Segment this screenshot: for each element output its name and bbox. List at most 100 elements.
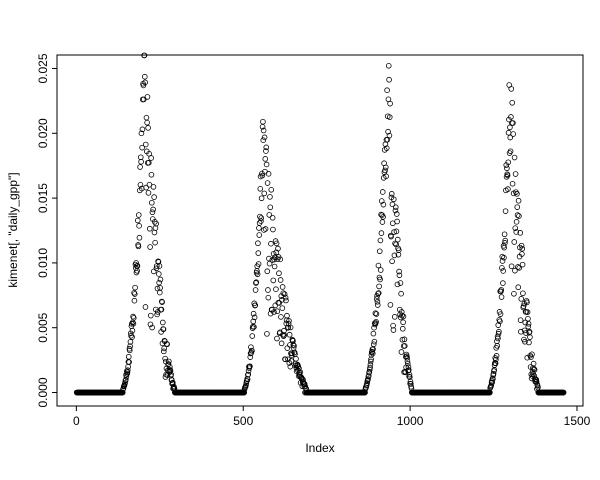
data-point: [376, 283, 382, 290]
data-point: [388, 233, 394, 240]
data-point: [248, 344, 254, 350]
data-point: [512, 267, 518, 274]
data-point: [270, 226, 276, 233]
data-point: [291, 342, 297, 349]
data-point: [128, 321, 135, 327]
data-point: [514, 191, 520, 197]
data-point: [165, 361, 172, 367]
data-point: [508, 86, 515, 92]
data-point: [247, 350, 254, 357]
data-point: [508, 114, 514, 120]
data-point: [382, 167, 388, 174]
data-point: [264, 331, 270, 337]
data-point: [259, 170, 265, 177]
data-point: [129, 334, 135, 340]
data-point: [401, 336, 408, 343]
data-point: [164, 341, 170, 348]
data-point: [377, 237, 384, 244]
data-point: [512, 171, 519, 177]
data-point: [504, 172, 511, 179]
data-point: [497, 311, 504, 317]
data-point: [270, 277, 277, 284]
data-point: [146, 225, 153, 232]
data-point: [273, 286, 279, 293]
data-point: [522, 319, 529, 326]
data-point: [152, 239, 158, 246]
data-point: [490, 370, 497, 377]
data-point: [263, 144, 270, 151]
data-point: [519, 251, 525, 257]
data-point: [387, 100, 393, 107]
data-point: [527, 334, 533, 340]
data-point: [285, 356, 291, 363]
data-point: [499, 265, 505, 271]
data-point: [533, 376, 540, 383]
data-point: [399, 336, 406, 343]
data-point: [277, 277, 284, 283]
data-point: [498, 287, 505, 293]
data-point: [391, 229, 397, 235]
data-point: [505, 186, 511, 192]
data-point: [127, 339, 134, 345]
data-point: [133, 260, 139, 266]
data-point: [392, 204, 399, 210]
data-point: [254, 271, 261, 278]
data-point: [158, 306, 165, 313]
data-point: [156, 279, 162, 286]
data-point: [380, 201, 387, 208]
data-point: [401, 343, 408, 349]
data-point: [386, 132, 393, 139]
data-point: [501, 254, 507, 261]
data-point: [384, 87, 390, 93]
data-point: [267, 204, 274, 211]
data-point: [156, 271, 162, 277]
data-point: [496, 328, 502, 335]
data-point: [124, 369, 131, 376]
data-point: [145, 190, 152, 196]
data-point: [259, 172, 266, 179]
data-point: [142, 141, 149, 148]
data-point: [520, 303, 527, 309]
x-tick-label: 500: [233, 414, 253, 428]
data-point: [287, 324, 294, 331]
data-point: [268, 187, 275, 193]
y-axis: 0.000 0.005 0.010 0.015 0.020 0.025: [36, 53, 57, 408]
data-point: [278, 340, 285, 347]
data-point: [371, 338, 378, 345]
data-point: [510, 120, 516, 126]
data-point: [513, 229, 520, 235]
data-point: [370, 341, 377, 348]
data-point: [405, 367, 411, 374]
data-point: [377, 267, 384, 273]
data-point: [129, 327, 136, 334]
data-point: [119, 389, 126, 396]
data-point: [278, 314, 284, 320]
data-point: [142, 304, 149, 310]
data-point: [373, 311, 380, 317]
data-point: [383, 173, 389, 180]
data-point: [154, 285, 161, 292]
data-point: [130, 315, 137, 321]
data-point: [393, 211, 400, 217]
data-point: [155, 259, 162, 265]
data-point: [154, 311, 160, 318]
data-point: [507, 148, 514, 155]
data-point: [139, 126, 146, 133]
data-point: [157, 285, 163, 291]
data-point: [393, 228, 400, 235]
data-point: [147, 321, 154, 328]
data-point: [404, 358, 411, 364]
data-point: [531, 366, 537, 372]
data-point: [515, 284, 522, 291]
data-point: [516, 265, 523, 271]
data-point: [385, 128, 391, 135]
data-point: [265, 171, 272, 177]
data-point: [260, 118, 266, 125]
data-point: [520, 290, 526, 297]
data-point: [501, 231, 508, 238]
data-point: [529, 351, 535, 358]
data-point: [399, 325, 406, 332]
data-point: [264, 268, 271, 275]
data-point: [396, 272, 403, 279]
data-point: [135, 212, 142, 218]
